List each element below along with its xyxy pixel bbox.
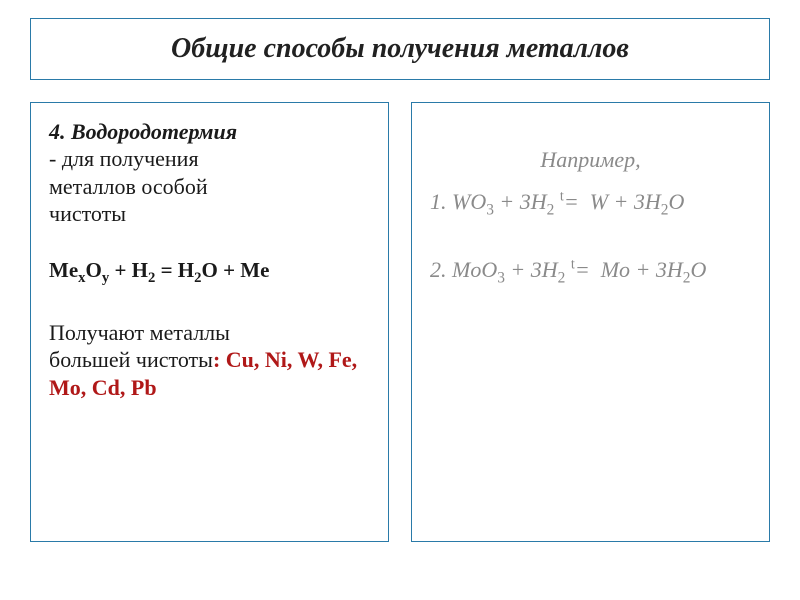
heading-text: 4. Водородотермия xyxy=(49,119,237,144)
eq2-num: 2. xyxy=(430,257,452,282)
metals-note: Получают металлы большей чистоты: Cu, Ni… xyxy=(49,319,370,402)
title-box: Общие способы получения металлов xyxy=(30,18,770,80)
equation-2: 2. MoO3 + 3H2 t= Mo + 3H2O xyxy=(430,255,751,289)
desc-line2: металлов особой xyxy=(49,174,208,199)
note-line1: Получают металлы xyxy=(49,320,230,345)
page-title: Общие способы получения металлов xyxy=(171,33,629,64)
general-formula: MexOy + H2 = H2O + Me xyxy=(49,258,370,287)
eq1-num: 1. xyxy=(430,189,452,214)
content-columns: 4. Водородотермия - для получения металл… xyxy=(30,102,770,542)
example-label: Например, xyxy=(430,147,751,173)
method-heading: 4. Водородотермия xyxy=(49,119,370,145)
desc-line1: - для получения xyxy=(49,146,199,171)
equation-1: 1. WO3 + 3H2 t= W + 3H2O xyxy=(430,187,751,221)
left-column: 4. Водородотермия - для получения металл… xyxy=(30,102,389,542)
right-column: Например, 1. WO3 + 3H2 t= W + 3H2O 2. Mo… xyxy=(411,102,770,542)
colon: : xyxy=(213,347,226,372)
method-description: - для получения металлов особой чистоты xyxy=(49,145,370,228)
note-line2: большей чистоты xyxy=(49,347,213,372)
desc-line3: чистоты xyxy=(49,201,126,226)
